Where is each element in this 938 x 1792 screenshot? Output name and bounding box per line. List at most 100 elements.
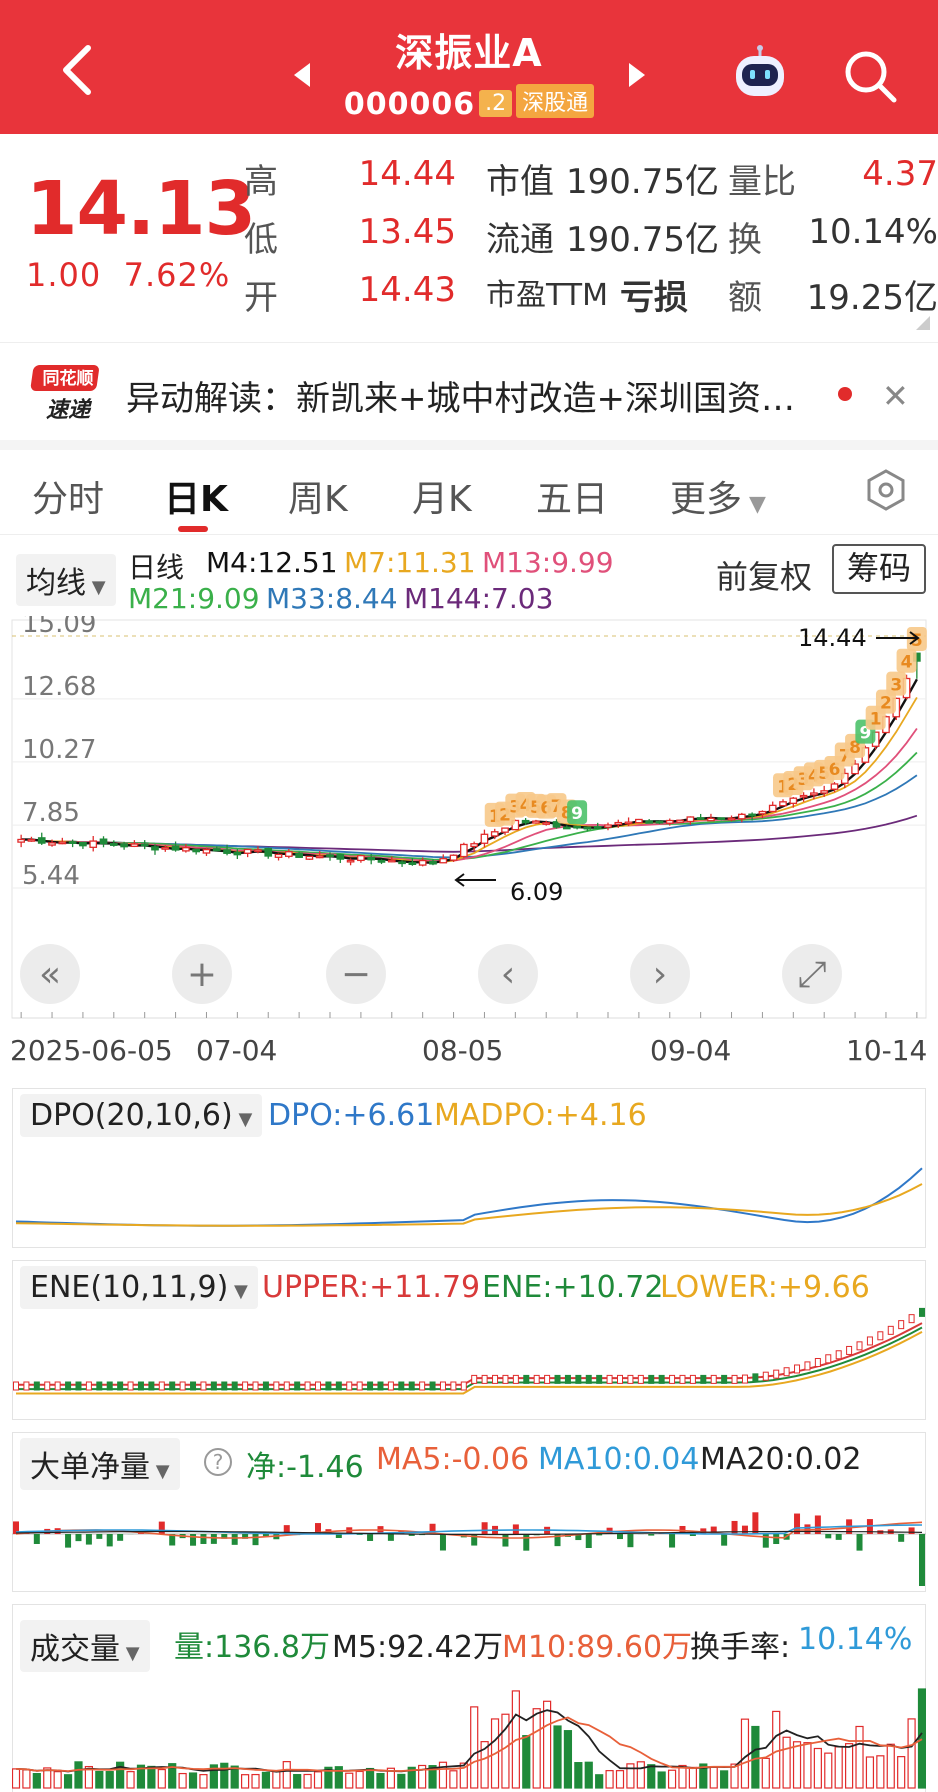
volume-bar: [334, 1766, 343, 1789]
volume-bar: [53, 1771, 62, 1789]
big-order-selector[interactable]: 大单净量 ▼: [20, 1438, 180, 1490]
tab-more[interactable]: 更多 ▼: [670, 470, 766, 522]
candle-body: [583, 826, 592, 830]
candle-body: [367, 856, 376, 861]
pan-right-icon-group[interactable]: ›: [630, 944, 690, 1004]
volume-bar: [720, 1770, 729, 1789]
td-count-label: 5: [530, 798, 542, 818]
help-icon[interactable]: ?: [202, 1446, 234, 1478]
ene-candle: [221, 1381, 228, 1391]
zoom-out-icon-group[interactable]: −: [326, 944, 386, 1004]
flow-bar: [617, 1534, 623, 1540]
volume-bar: [230, 1765, 239, 1789]
flow-bar: [721, 1534, 728, 1546]
expand-corner-icon[interactable]: [916, 316, 930, 330]
candle-body: [604, 824, 612, 828]
ene-candle: [919, 1307, 925, 1317]
previous-stock-icon[interactable]: [292, 62, 312, 88]
back-arrow-icon[interactable]: [50, 40, 110, 100]
ths-express-logo: 同花顺 速递: [30, 365, 99, 423]
td-count-label: 3: [890, 676, 902, 696]
pan-left-icon-group[interactable]: ‹: [478, 944, 538, 1004]
pan-right-icon: ›: [653, 954, 667, 995]
volume-bar: [22, 1769, 31, 1789]
scroll-left-icon-group[interactable]: «: [20, 944, 80, 1004]
ene-candle: [471, 1374, 478, 1384]
close-icon[interactable]: ✕: [882, 377, 909, 415]
ma144-value: M144:7.03: [404, 582, 554, 615]
volume-bar: [345, 1772, 354, 1789]
volume-bar: [876, 1755, 885, 1789]
m4-line: [21, 678, 918, 865]
ene-candle: [346, 1381, 353, 1391]
flow-bar: [335, 1534, 342, 1538]
tab-daily-k[interactable]: 日K: [164, 479, 228, 520]
td-count-label: 2: [499, 806, 511, 826]
candle-body: [305, 855, 314, 860]
next-stock-icon[interactable]: [627, 62, 647, 88]
flow-bar: [898, 1534, 905, 1542]
pe-ttm-label: 市盈TTM: [486, 278, 609, 313]
volume-bar: [105, 1771, 114, 1789]
flow-bar: [315, 1523, 321, 1534]
candle-body: [429, 860, 437, 865]
ene-candle: [398, 1381, 405, 1391]
candle-body: [79, 841, 87, 847]
settings-hexagon-icon[interactable]: [864, 468, 908, 512]
news-ticker[interactable]: 同花顺 速递 异动解读：新凯来+城中村改造+深圳国资… ✕: [0, 342, 938, 442]
flow-bar: [575, 1534, 582, 1541]
market-cap-label: 市值: [486, 162, 554, 202]
candle-body: [48, 842, 56, 846]
fullscreen-icon-group[interactable]: ⤢: [782, 944, 842, 1004]
net-value: 净:-1.46: [246, 1450, 364, 1485]
candle-body: [460, 843, 468, 858]
ene-candle: [502, 1374, 509, 1384]
volume-chart: [12, 1688, 926, 1789]
flow-bar: [13, 1521, 19, 1534]
ene-candle: [606, 1374, 613, 1384]
flow-bar: [648, 1534, 655, 1536]
tab-intraday[interactable]: 分时: [32, 479, 105, 520]
flow-bar: [75, 1534, 82, 1542]
ene-candle: [825, 1354, 832, 1364]
volume-bar: [824, 1752, 833, 1789]
zoom-out-button: [326, 944, 386, 1004]
candle-body: [686, 816, 695, 823]
td-count-label: 8: [561, 803, 573, 823]
active-tab-indicator: [178, 526, 208, 532]
tab-monthly-k[interactable]: 月K: [412, 479, 472, 520]
td-count-label: 8: [849, 738, 861, 758]
turnover-rate-label: 换手率:: [690, 1630, 791, 1665]
flow-bar: [596, 1534, 603, 1536]
dropdown-arrow-icon: ▼: [150, 1461, 170, 1482]
flow-bar: [762, 1534, 769, 1548]
volume-bar: [563, 1730, 573, 1789]
ene-selector[interactable]: ENE(10,11,9) ▼: [20, 1266, 258, 1309]
volume-bar: [95, 1770, 104, 1789]
search-icon[interactable]: [842, 48, 898, 104]
ma-selector[interactable]: 均线 ▼: [16, 554, 116, 606]
chips-button[interactable]: 筹码: [832, 544, 926, 594]
ene-lower-value: LOWER:+9.66: [660, 1270, 870, 1305]
flow-bar: [96, 1534, 103, 1539]
candle-body: [593, 826, 602, 829]
news-headline[interactable]: 异动解读：新凯来+城中村改造+深圳国资…: [126, 379, 795, 419]
volume-bar: [626, 1763, 635, 1789]
flow-bar: [65, 1534, 72, 1548]
candle-body: [737, 813, 746, 820]
forward-adjust-toggle[interactable]: 前复权: [716, 558, 813, 596]
tab-weekly-k[interactable]: 周K: [288, 479, 348, 520]
ene-candle: [283, 1381, 290, 1391]
candle-body: [212, 848, 221, 852]
td-count-label: 6: [829, 760, 841, 780]
volume-selector[interactable]: 成交量 ▼: [20, 1620, 150, 1672]
tag-badge: .2: [479, 90, 513, 117]
tab-five-day[interactable]: 五日: [536, 479, 609, 520]
zoom-out-icon: −: [341, 954, 371, 995]
zoom-in-icon-group[interactable]: +: [172, 944, 232, 1004]
robot-assistant-icon[interactable]: [730, 44, 790, 102]
ene-lower-line: [16, 1331, 923, 1395]
open-value: 14.43: [358, 270, 456, 310]
dpo-selector[interactable]: DPO(20,10,6) ▼: [20, 1094, 263, 1137]
